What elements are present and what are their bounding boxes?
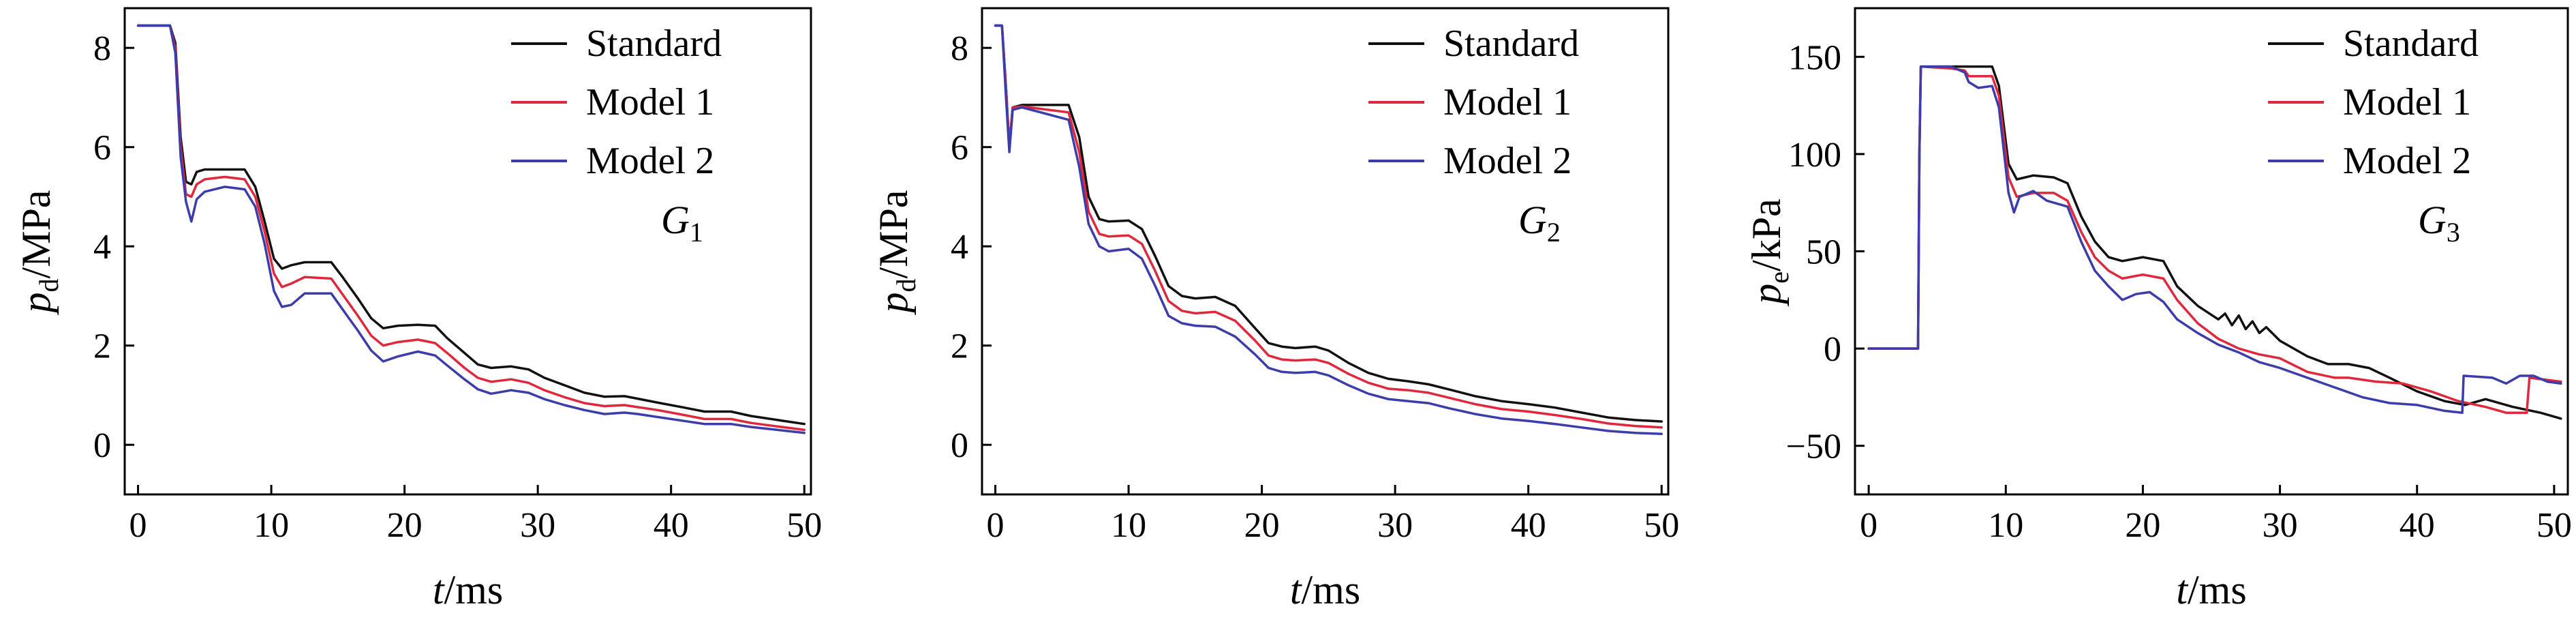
x-tick-label: 50 (1644, 506, 1679, 545)
series-line-standard (994, 24, 1663, 423)
series-line-model-2 (994, 24, 1663, 435)
legend-label: Model 1 (2343, 81, 2471, 123)
panel-tag: G2 (1518, 198, 1561, 248)
x-tick-label: 20 (387, 506, 423, 545)
series-line-model-1 (136, 24, 806, 432)
y-tick-label: 0 (1824, 330, 1841, 369)
legend: Standard Model 1 Model 2 (511, 23, 722, 182)
y-tick-label: 6 (93, 129, 111, 168)
series-line-model-2 (136, 24, 806, 434)
y-axis-title: pd/MPa (14, 190, 64, 315)
series-line-standard (136, 24, 806, 426)
x-axis-title: t/ms (433, 567, 503, 612)
panel-tag: G3 (2418, 198, 2460, 248)
x-tick-label: 50 (786, 506, 822, 545)
x-tick-label: 10 (254, 506, 289, 545)
x-tick-label: 40 (2399, 506, 2435, 545)
y-tick-label: 50 (1806, 233, 1841, 272)
x-tick-label: 10 (1111, 506, 1146, 545)
legend: Standard Model 1 Model 2 (1368, 23, 1579, 182)
series-line-model-2 (1867, 65, 2562, 414)
legend-label: Standard (1443, 23, 1579, 65)
y-tick-label: 0 (951, 426, 968, 465)
x-tick-label: 50 (2536, 506, 2572, 545)
y-axis-title: pd/MPa (871, 190, 921, 315)
x-tick-label: 0 (987, 506, 1005, 545)
y-tick-label: 100 (1788, 136, 1841, 175)
x-tick-label: 40 (654, 506, 689, 545)
y-tick-label: 2 (93, 327, 111, 366)
legend-label: Model 2 (1443, 140, 1571, 182)
y-tick-label: 6 (951, 129, 968, 168)
legend-label: Standard (586, 23, 722, 65)
y-tick-label: 4 (93, 228, 111, 267)
x-tick-label: 40 (1511, 506, 1546, 545)
plot-frame (981, 7, 1670, 496)
legend-label: Model 2 (2343, 140, 2471, 182)
y-tick-label: −50 (1786, 428, 1841, 466)
x-tick-label: 10 (1988, 506, 2023, 545)
y-tick-label: 0 (93, 426, 111, 465)
chart-panel-1: 0 10 20 30 40 50 0 2 4 6 8 t/ms pd/MPa Standard Model … (14, 7, 822, 612)
chart-panel-2: 0 10 20 30 40 50 0 2 4 6 8 t/ms pd/MPa Standard Model … (871, 7, 1679, 612)
series-line-model-1 (994, 24, 1663, 429)
x-tick-label: 20 (2125, 506, 2160, 545)
series-line-model-1 (1867, 65, 2562, 414)
panel-tag: G1 (661, 198, 703, 248)
legend-label: Model 2 (586, 140, 714, 182)
y-tick-label: 2 (951, 327, 968, 366)
x-tick-label: 30 (520, 506, 555, 545)
x-axis-title: t/ms (1290, 567, 1360, 612)
legend-label: Standard (2343, 23, 2479, 65)
x-tick-label: 0 (129, 506, 147, 545)
y-tick-label: 8 (93, 29, 111, 68)
y-tick-label: 4 (951, 228, 968, 267)
legend-label: Model 1 (586, 81, 714, 123)
x-tick-label: 0 (1860, 506, 1877, 545)
chart-panel-3: 0 10 20 30 40 50 −50 0 50 100 150 t/ms pe/kPa Standar… (1744, 7, 2572, 612)
legend: Standard Model 1 Model 2 (2268, 23, 2479, 182)
y-tick-label: 8 (951, 29, 968, 68)
x-tick-label: 30 (2263, 506, 2298, 545)
x-tick-label: 30 (1377, 506, 1413, 545)
y-tick-label: 150 (1788, 38, 1841, 77)
x-tick-label: 20 (1244, 506, 1280, 545)
plot-frame (123, 7, 812, 496)
legend-label: Model 1 (1443, 81, 1571, 123)
y-axis-title: pe/kPa (1744, 198, 1794, 306)
x-axis-title: t/ms (2176, 567, 2246, 612)
